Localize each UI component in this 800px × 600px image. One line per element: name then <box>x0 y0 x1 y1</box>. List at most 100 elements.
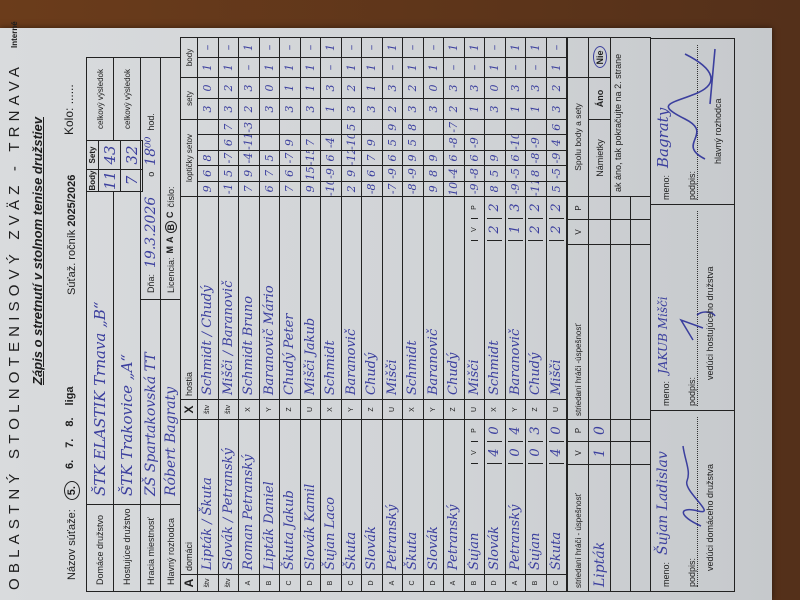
away-name-label: meno: <box>661 380 671 406</box>
set-score: 7 <box>218 119 239 135</box>
away-code: Z <box>525 399 546 420</box>
sety-home: 3 <box>300 98 321 120</box>
sety-home: 3 <box>197 98 218 120</box>
set-score <box>197 134 218 151</box>
sub-away-name <box>588 244 611 420</box>
home-code: D <box>484 574 505 592</box>
set-score: 9 <box>279 134 300 151</box>
match-table: A domáci X hostia loptičky setov sety bo… <box>180 37 567 592</box>
set-score: 8 <box>197 150 218 166</box>
set-score: 5 <box>484 165 505 182</box>
venue-value: ZŠ Spartakovská TT <box>140 299 161 505</box>
set-score: 6 <box>505 150 526 166</box>
set-score: 9 <box>341 165 362 182</box>
away-vp-header: P <box>470 197 478 219</box>
away-player: Mišči / Baranovič <box>218 196 239 400</box>
set-score: -9 <box>464 181 485 197</box>
match-sheet: OBLASTNÝ STOLNOTENISOVÝ ZVÄZ - TRNAVA In… <box>0 21 772 600</box>
home-code: C <box>546 574 567 592</box>
set-score: 4 <box>546 134 567 151</box>
sub-empty <box>630 464 651 592</box>
sety-home: 3 <box>279 98 300 120</box>
license-option: C <box>164 211 175 218</box>
home-player: Roman Petranský <box>238 419 259 575</box>
home-code: B <box>259 574 280 592</box>
set-score: -9 <box>382 165 403 182</box>
set-score: -4 <box>238 150 259 166</box>
set-score: -10 <box>341 134 362 151</box>
body-home: 1 <box>402 57 423 78</box>
set-score: 9 <box>382 119 403 135</box>
home-code: A <box>505 574 526 592</box>
home-code: štv <box>197 574 218 592</box>
home-vp-value: 4 <box>548 442 564 464</box>
sub-empty <box>610 244 631 420</box>
set-score: -8 <box>464 165 485 182</box>
sety-away: 0 <box>423 77 444 99</box>
set-score: -9 <box>505 181 526 197</box>
match-row: D Slovák 4 0 X Schmidt 2 2 8 5 9 3 0 1– <box>484 37 505 592</box>
competition-option: 6. <box>64 459 76 470</box>
set-score: -7 <box>279 150 300 166</box>
sety-home: 2 <box>238 98 259 120</box>
away-vp-value: 2 <box>528 197 544 219</box>
away-player: Schmidt / Chudý <box>197 196 218 400</box>
set-score <box>300 119 321 135</box>
license-label: Licencia: <box>165 257 176 293</box>
away-player: Schmidt <box>320 196 341 400</box>
home-total-sety: 43 <box>98 140 121 170</box>
set-score: 7 <box>300 134 321 151</box>
set-score: 6 <box>443 150 464 166</box>
set-score: 9 <box>423 150 444 166</box>
body-away: 1 <box>238 37 259 58</box>
home-signature <box>682 445 705 527</box>
set-score: 8 <box>402 119 423 135</box>
home-code: B <box>464 574 485 592</box>
venue-label: Hracia miestnosť <box>140 504 161 592</box>
home-player: Škuta 4 0 <box>546 419 567 575</box>
sety-home: 3 <box>361 98 382 120</box>
subs-away-p-header: P <box>567 196 589 220</box>
set-score <box>361 119 382 135</box>
subs-away-label: striedaní hráči -úspešnosť <box>567 244 589 420</box>
sub-empty <box>610 196 631 220</box>
set-score: 5 <box>402 134 423 151</box>
intern-label: Interné <box>10 21 19 48</box>
match-row: A Petranský U Mišči -7 -9 6 5 9 2 3–1 <box>382 37 403 592</box>
body-away: 1 <box>525 37 546 58</box>
home-player-wrap: Škuta 4 0 <box>548 420 564 574</box>
set-score: -9 <box>525 134 546 151</box>
sety-away: 2 <box>402 77 423 99</box>
match-row: C Škuta X Schmidt -8 -9 9 5 8 3 2 1– <box>402 37 423 592</box>
away-code: Y <box>259 399 280 420</box>
competition-label: Názov súťaže: <box>66 509 78 580</box>
match-row: C Škuta 4 0 U Mišči 2 2 5 -5 -9 4 6 3 2 1– <box>546 37 567 592</box>
home-leader-name: Šujan Ladislav <box>655 451 671 555</box>
home-code: C <box>341 574 362 592</box>
set-score: 6 <box>279 165 300 182</box>
sety-home: 3 <box>546 98 567 120</box>
away-vp-value: 1 <box>507 219 523 241</box>
set-score: 6 <box>361 165 382 182</box>
license-option-selected: B <box>164 220 177 234</box>
season-label: Súťaž. ročník <box>66 229 78 295</box>
set-score: -8 <box>443 134 464 151</box>
body-home: 1 <box>259 57 280 78</box>
date-row: Dňa: 19.3.2026 o 18⁰⁰ hod. <box>140 57 161 300</box>
home-letter: A <box>180 574 198 592</box>
home-code: štv <box>218 574 239 592</box>
match-row: štv Lipták / Škuta štv Schmidt / Chudý 9 6 8 3 0… <box>197 37 218 592</box>
body-home: 1 <box>423 57 444 78</box>
body-away: – <box>300 37 321 58</box>
home-vp-value: 3 <box>528 420 544 442</box>
set-score: -3 <box>238 119 259 135</box>
home-team-label: Domáce družstvo <box>86 504 114 592</box>
body-away: – <box>197 37 218 58</box>
away-player-name: Schmidt <box>487 340 503 395</box>
match-row: A Petranský 0 4 Y Baranovič 1 3 -9 -5 6 -10 1 3–1 <box>505 37 526 592</box>
set-score: -11 <box>525 181 546 197</box>
away-player-wrap: Chudý 2 2 <box>528 197 544 399</box>
away-player: Mišči 2 2 <box>546 196 567 400</box>
home-player: Petranský <box>443 419 464 575</box>
